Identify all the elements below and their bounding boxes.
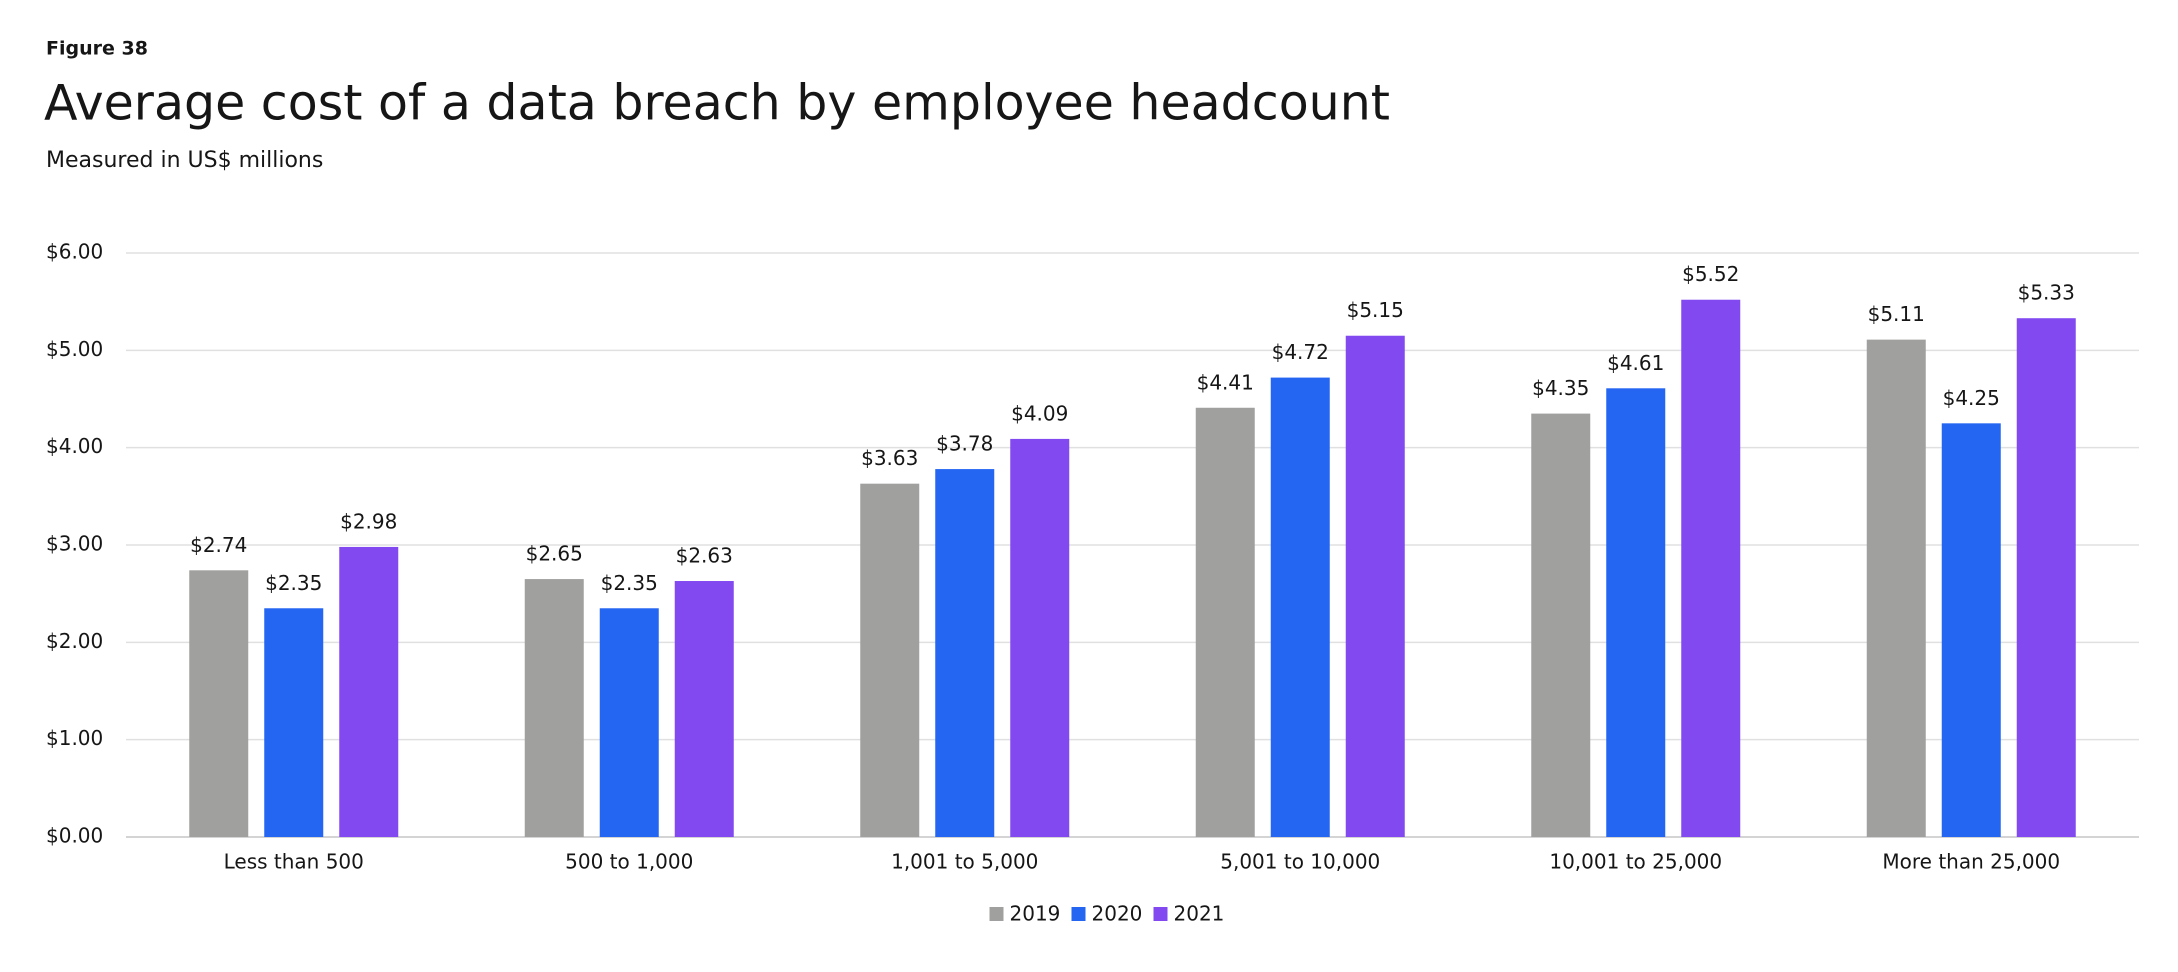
value-label: $4.35 <box>1532 376 1589 400</box>
bar <box>674 581 734 837</box>
value-label: $2.65 <box>526 542 583 566</box>
y-tick-label: $0.00 <box>46 824 103 848</box>
bar <box>1270 377 1330 837</box>
value-label: $2.63 <box>676 544 733 568</box>
bar <box>1866 339 1926 837</box>
bar <box>1941 423 2001 837</box>
value-label: $5.33 <box>2018 281 2075 305</box>
y-tick-label: $5.00 <box>46 337 103 361</box>
bar <box>1010 438 1070 837</box>
x-tick-label: 5,001 to 10,000 <box>1220 850 1380 874</box>
legend-swatch <box>989 907 1004 921</box>
y-tick-label: $1.00 <box>46 726 103 750</box>
x-tick-label: More than 25,000 <box>1882 850 2060 874</box>
value-label: $2.98 <box>340 509 397 533</box>
figure-label: Figure 38 <box>46 38 148 60</box>
value-label: $4.09 <box>1011 401 1068 425</box>
value-label: $3.63 <box>861 446 918 470</box>
bar <box>339 546 399 837</box>
chart-subtitle: Measured in US$ millions <box>46 148 323 173</box>
bar <box>935 469 995 837</box>
bar <box>264 608 324 837</box>
y-tick-label: $3.00 <box>46 532 103 556</box>
bar <box>1345 335 1405 837</box>
value-label: $3.78 <box>936 432 993 456</box>
legend-label: 2020 <box>1092 902 1143 926</box>
bar <box>1606 388 1666 837</box>
x-tick-label: Less than 500 <box>224 850 364 874</box>
chart-title: Average cost of a data breach by employe… <box>44 75 1390 132</box>
value-label: $4.25 <box>1943 386 2000 410</box>
x-tick-label: 1,001 to 5,000 <box>891 850 1038 874</box>
value-label: $5.11 <box>1868 302 1925 326</box>
value-label: $2.74 <box>190 533 247 557</box>
value-label: $4.41 <box>1197 370 1254 394</box>
legend-label: 2019 <box>1010 902 1061 926</box>
value-label: $4.61 <box>1607 351 1664 375</box>
legend-label: 2021 <box>1174 902 1225 926</box>
y-tick-label: $4.00 <box>46 434 103 458</box>
value-label: $4.72 <box>1272 340 1329 364</box>
legend-swatch <box>1153 907 1168 921</box>
bar <box>524 579 584 837</box>
bar <box>189 570 249 837</box>
y-tick-label: $2.00 <box>46 629 103 653</box>
value-label: $5.52 <box>1682 262 1739 286</box>
legend-swatch <box>1071 907 1086 921</box>
bar <box>599 608 659 837</box>
value-label: $5.15 <box>1347 298 1404 322</box>
bar <box>1531 413 1591 837</box>
bar <box>1195 407 1255 837</box>
bar <box>2016 318 2076 837</box>
value-label: $2.35 <box>265 571 322 595</box>
value-label: $2.35 <box>601 571 658 595</box>
bar <box>1681 299 1741 838</box>
bar <box>860 483 920 837</box>
x-tick-label: 10,001 to 25,000 <box>1549 850 1722 874</box>
x-tick-label: 500 to 1,000 <box>565 850 693 874</box>
y-tick-label: $6.00 <box>46 240 103 264</box>
